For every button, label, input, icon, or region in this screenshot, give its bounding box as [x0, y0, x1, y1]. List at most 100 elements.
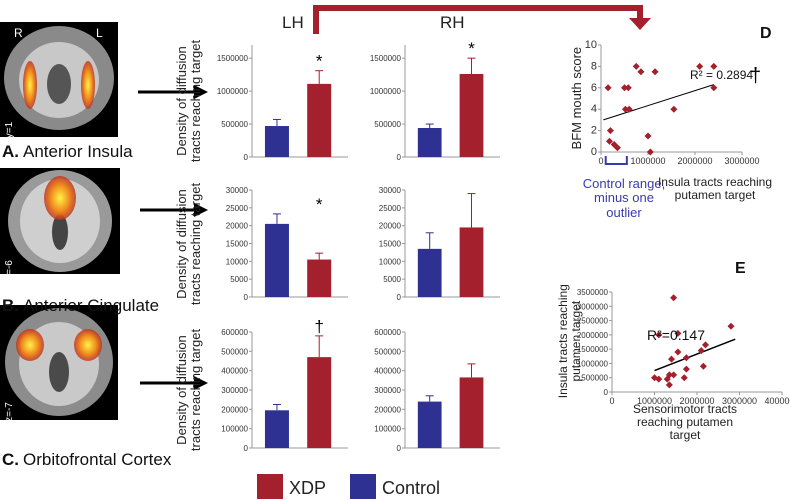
y-tick-label: 1000000	[370, 87, 402, 96]
y-axis-label: Density of diffusion tracts reaching tar…	[174, 39, 204, 163]
data-point	[674, 348, 682, 356]
y-tick-label: 0	[397, 293, 402, 302]
legend-swatch	[257, 474, 283, 499]
y-tick-label: 25000	[379, 204, 402, 213]
panel-label: E	[735, 260, 746, 277]
data-point	[710, 62, 718, 70]
data-point	[624, 84, 632, 92]
data-point	[699, 362, 707, 370]
data-point	[605, 137, 613, 145]
brain-image	[0, 305, 118, 420]
y-tick-label: 600000	[374, 328, 401, 337]
y-tick-label: 30000	[226, 186, 249, 195]
y-tick-label: 20000	[226, 222, 249, 231]
y-axis-label: Insula tracts reaching putamen target	[555, 284, 583, 399]
coordinate-label: z=-7	[4, 402, 15, 422]
brain-image	[0, 168, 120, 274]
data-point	[651, 68, 659, 76]
panel-name: Anterior Cingulate	[23, 296, 159, 315]
y-tick-label: 300000	[374, 386, 401, 395]
data-point	[670, 371, 678, 379]
legend-label: XDP	[289, 478, 326, 498]
y-tick-label: 5000	[383, 275, 401, 284]
y-tick-label: 400000	[374, 367, 401, 376]
y-tick-label: 1500000	[577, 345, 609, 354]
bar	[264, 126, 289, 157]
coordinate-label: y=1	[4, 121, 15, 138]
y-tick-label: 20000	[379, 222, 402, 231]
panel-letter: B.	[2, 296, 19, 315]
y-tick-label: 500000	[221, 347, 248, 356]
x-tick-label: 3000000	[722, 396, 757, 406]
data-point	[680, 374, 688, 382]
y-tick-label: 0	[591, 146, 597, 158]
data-point	[655, 331, 663, 339]
y-tick-label: 500000	[221, 120, 248, 129]
y-tick-label: 10000	[226, 257, 249, 266]
y-tick-label: 10	[585, 39, 597, 51]
panel-letter: C.	[2, 450, 19, 469]
data-point	[710, 84, 718, 92]
y-tick-label: 0	[604, 388, 609, 397]
y-tick-label: 0	[244, 444, 249, 453]
y-tick-label: 100000	[221, 425, 248, 434]
y-tick-label: 2500000	[577, 317, 609, 326]
x-tick-label: 3000000	[724, 156, 759, 166]
panel-title: A. Anterior Insula	[2, 142, 133, 161]
data-point	[697, 347, 705, 355]
trendline	[603, 84, 714, 121]
x-axis-label: Sensorimotor tracts reaching putamen tar…	[632, 402, 738, 443]
y-tick-label: 1000000	[217, 87, 249, 96]
panel-name: Anterior Insula	[23, 142, 133, 161]
x-tick-label: 2000000	[679, 396, 714, 406]
data-point	[655, 375, 663, 383]
x-tick-label: 1000000	[637, 396, 672, 406]
data-point	[674, 329, 682, 337]
y-tick-label: 100000	[374, 425, 401, 434]
y-tick-label: 600000	[221, 328, 248, 337]
data-point	[604, 84, 612, 92]
data-point	[682, 354, 690, 362]
orientation-label: R	[14, 26, 23, 40]
y-tick-label: 15000	[226, 240, 249, 249]
data-point	[632, 62, 640, 70]
y-tick-label: 500000	[581, 374, 608, 383]
significance-marker: *	[316, 195, 323, 214]
data-point	[670, 294, 678, 302]
data-point	[670, 105, 678, 113]
significance-marker: *	[468, 39, 475, 58]
y-tick-label: 25000	[226, 204, 249, 213]
bar	[264, 410, 289, 448]
brain-image	[0, 22, 118, 137]
panel-label: D	[760, 25, 772, 42]
bar	[307, 83, 332, 157]
significance-marker: †	[314, 317, 323, 336]
data-point	[696, 62, 704, 70]
y-tick-label: 15000	[379, 240, 402, 249]
r-squared: R²=0.147	[647, 327, 705, 343]
data-point	[613, 144, 621, 152]
x-tick-label: 2000000	[677, 156, 712, 166]
x-tick-label: 0	[598, 156, 603, 166]
bar	[307, 357, 332, 448]
data-point	[621, 105, 629, 113]
data-point	[665, 381, 673, 389]
data-point	[682, 365, 690, 373]
data-point	[668, 355, 675, 363]
y-tick-label: 0	[397, 153, 402, 162]
y-tick-label: 200000	[374, 405, 401, 414]
hemisphere-label: RH	[440, 13, 465, 32]
bar	[459, 377, 484, 448]
bar	[264, 223, 289, 297]
y-tick-label: 8	[591, 60, 597, 72]
x-tick-label: 4000000	[764, 396, 790, 406]
panel-title: B. Anterior Cingulate	[2, 296, 159, 315]
y-tick-label: 0	[244, 293, 249, 302]
y-tick-label: 200000	[221, 405, 248, 414]
bar	[417, 248, 442, 297]
significance-marker: †	[750, 65, 761, 87]
y-tick-label: 2	[591, 125, 597, 137]
y-tick-label: 5000	[230, 275, 248, 284]
orientation-label: L	[96, 26, 103, 40]
